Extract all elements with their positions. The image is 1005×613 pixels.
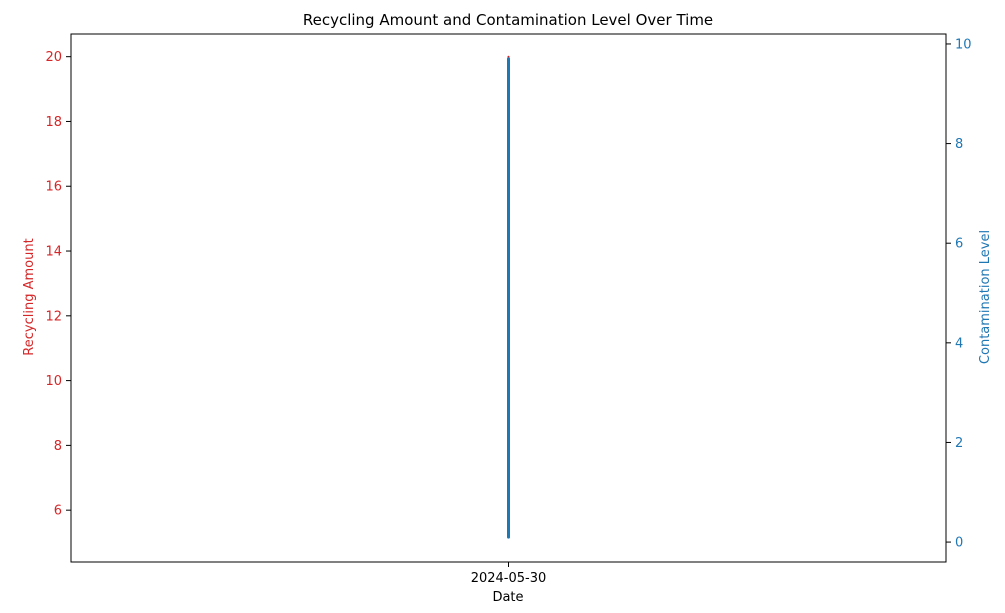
left-tick-label: 20 (45, 50, 62, 65)
right-tick-label: 0 (955, 536, 963, 551)
left-tick-label: 18 (45, 115, 62, 130)
right-axis-label: Contamination Level (978, 230, 993, 364)
right-tick-label: 10 (955, 37, 972, 52)
x-axis: 2024-05-30 (471, 562, 547, 586)
left-tick-label: 12 (45, 309, 62, 324)
left-tick-label: 10 (45, 374, 62, 389)
x-axis-label: Date (492, 590, 523, 605)
right-y-axis: 0 2 4 6 8 10 (946, 37, 972, 551)
x-tick-label: 2024-05-30 (471, 571, 547, 586)
right-tick-label: 2 (955, 436, 963, 451)
left-axis-label: Recycling Amount (22, 238, 37, 355)
right-tick-label: 4 (955, 336, 963, 351)
left-tick-label: 16 (45, 180, 62, 195)
left-tick-label: 6 (54, 504, 62, 519)
left-tick-label: 8 (54, 439, 62, 454)
right-tick-label: 8 (955, 137, 963, 152)
left-y-axis: 6 8 10 12 14 16 18 20 (45, 50, 71, 519)
chart-title: Recycling Amount and Contamination Level… (303, 11, 713, 29)
left-tick-label: 14 (45, 245, 62, 260)
right-tick-label: 6 (955, 237, 963, 252)
